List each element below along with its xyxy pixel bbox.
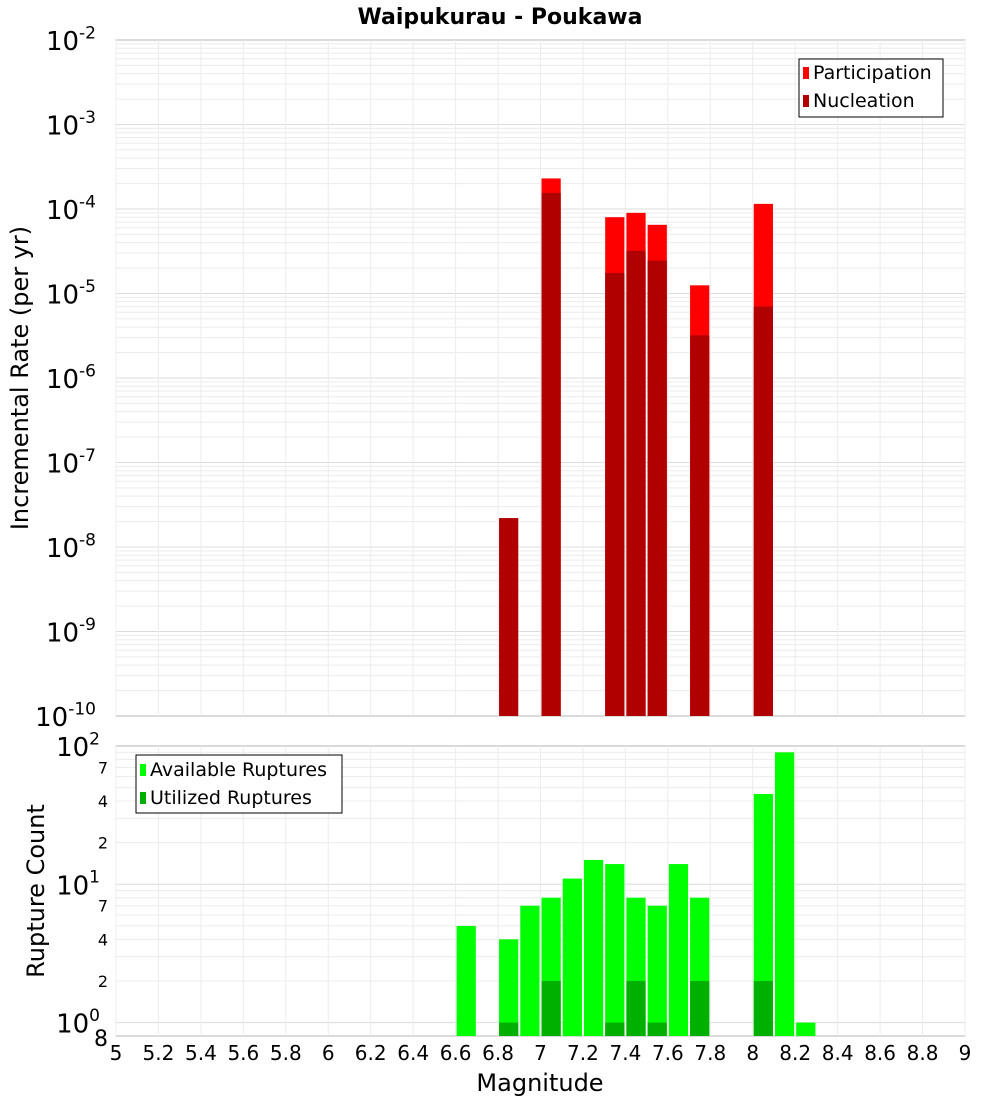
top-y-axis-label: Incremental Rate (per yr) xyxy=(6,226,34,530)
x-tick-label: 6.6 xyxy=(440,1041,472,1065)
bottom-y-minor-tick-label: 2 xyxy=(98,834,108,853)
utilized-ruptures-bar xyxy=(605,1022,625,1036)
available-ruptures-bar xyxy=(583,859,604,1036)
utilized-ruptures-legend-swatch xyxy=(140,792,146,804)
available-ruptures-legend-label: Available Ruptures xyxy=(150,759,327,781)
participation-legend-label: Participation xyxy=(813,62,932,84)
nucleation-bar xyxy=(499,518,519,716)
top-y-tick-label: 10-4 xyxy=(46,192,96,226)
top-y-tick-label: 10-10 xyxy=(35,699,96,733)
x-tick-label: 5.4 xyxy=(185,1041,217,1065)
bottom-y-tick-labels: 100 101 102 8 2 4 7 2 4 7 xyxy=(56,729,108,1052)
utilized-ruptures-legend-label: Utilized Ruptures xyxy=(150,787,312,809)
x-tick-labels: 5 5.2 5.4 5.6 5.8 6 6.2 6.4 6.6 6.8 7 7.2 7.4 7.6 7.8 8… xyxy=(110,1041,972,1065)
x-tick-label: 8.4 xyxy=(822,1041,854,1065)
available-ruptures-bar xyxy=(668,864,689,1036)
utilized-ruptures-bar xyxy=(541,980,561,1036)
top-gridlines xyxy=(115,40,966,716)
chart-title: Waipukurau - Poukawa xyxy=(358,5,643,30)
top-y-tick-label: 10-6 xyxy=(46,361,96,395)
available-ruptures-bar xyxy=(499,939,519,1036)
x-tick-label: 5.8 xyxy=(270,1041,302,1065)
bottom-y-minor-tick-label: 4 xyxy=(98,930,108,949)
x-tick-label: 6.8 xyxy=(482,1041,514,1065)
top-y-tick-label: 10-9 xyxy=(46,615,96,649)
x-tick-label: 8.6 xyxy=(864,1041,896,1065)
available-ruptures-bar xyxy=(647,905,667,1036)
x-tick-label: 8.8 xyxy=(907,1041,939,1065)
nucleation-bar xyxy=(541,192,561,716)
bottom-bars xyxy=(456,752,816,1036)
x-tick-label: 5.6 xyxy=(227,1041,259,1065)
participation-legend-swatch xyxy=(803,67,809,79)
x-tick-label: 8.2 xyxy=(779,1041,811,1065)
bottom-y-minor-tick-label: 8 xyxy=(94,1027,108,1052)
available-ruptures-bar xyxy=(774,752,795,1036)
bottom-y-tick-label: 101 xyxy=(56,868,100,902)
nucleation-bar xyxy=(690,335,710,716)
bottom-y-minor-tick-label: 7 xyxy=(98,758,108,777)
top-legend: Participation Nucleation xyxy=(798,58,944,118)
bottom-y-minor-tick-label: 4 xyxy=(98,792,108,811)
available-ruptures-bar xyxy=(753,793,773,1036)
utilized-ruptures-bar xyxy=(626,980,646,1036)
top-y-tick-labels: 10-10 10-9 10-8 10-7 10-6 10-5 10-4 10-3 10-2 xyxy=(35,23,96,733)
utilized-ruptures-bar xyxy=(753,980,773,1036)
top-y-tick-label: 10-8 xyxy=(46,530,96,564)
available-ruptures-legend-swatch xyxy=(140,764,146,776)
bottom-legend: Available Ruptures Utilized Ruptures xyxy=(135,754,343,814)
available-ruptures-bar xyxy=(796,1022,816,1036)
x-tick-label: 6.4 xyxy=(397,1041,429,1065)
x-tick-label: 6 xyxy=(322,1041,335,1065)
nucleation-bar xyxy=(647,260,667,716)
x-tick-label: 9 xyxy=(959,1041,972,1065)
bottom-legend-box xyxy=(135,754,343,814)
top-y-tick-label: 10-5 xyxy=(46,277,96,311)
bottom-y-minor-tick-label: 7 xyxy=(98,897,108,916)
bottom-y-tick-label: 100 xyxy=(56,1006,100,1040)
bottom-y-tick-label: 102 xyxy=(56,729,100,763)
available-ruptures-bar xyxy=(520,905,540,1036)
x-axis-label: Magnitude xyxy=(476,1069,603,1097)
top-y-tick-label: 10-2 xyxy=(46,23,96,57)
x-tick-label: 7.4 xyxy=(609,1041,641,1065)
x-tick-label: 5.2 xyxy=(143,1041,175,1065)
bottom-y-axis-label: Rupture Count xyxy=(22,804,50,978)
x-tick-label: 8 xyxy=(746,1041,759,1065)
top-y-tick-label: 10-7 xyxy=(46,446,96,480)
nucleation-legend-label: Nucleation xyxy=(813,90,915,112)
nucleation-legend-swatch xyxy=(803,95,809,107)
top-bars xyxy=(499,178,773,717)
utilized-ruptures-bar xyxy=(499,1022,519,1036)
utilized-ruptures-bar xyxy=(647,1022,667,1036)
available-ruptures-bar xyxy=(456,925,476,1036)
nucleation-bar xyxy=(753,306,773,716)
x-tick-label: 5 xyxy=(110,1041,123,1065)
nucleation-bar xyxy=(626,250,646,716)
available-ruptures-bar xyxy=(562,878,582,1036)
x-tick-label: 6.2 xyxy=(355,1041,387,1065)
top-panel: 10-10 10-9 10-8 10-7 10-6 10-5 10-4 10-3 10-2 In… xyxy=(6,23,966,733)
bottom-panel: 100 101 102 8 2 4 7 2 4 7 5 5.2 5.4 5.6 5.8 6 6.2 6.4 6.6… xyxy=(22,729,971,1097)
top-y-tick-label: 10-3 xyxy=(46,108,96,142)
x-tick-label: 7.8 xyxy=(694,1041,726,1065)
utilized-ruptures-bar xyxy=(690,980,710,1036)
nucleation-bar xyxy=(605,272,625,716)
top-legend-box xyxy=(798,58,944,118)
x-tick-label: 7.6 xyxy=(652,1041,684,1065)
x-tick-label: 7 xyxy=(534,1041,547,1065)
x-tick-label: 7.2 xyxy=(567,1041,599,1065)
available-ruptures-bar xyxy=(605,864,625,1036)
bottom-y-minor-tick-label: 2 xyxy=(98,972,108,991)
